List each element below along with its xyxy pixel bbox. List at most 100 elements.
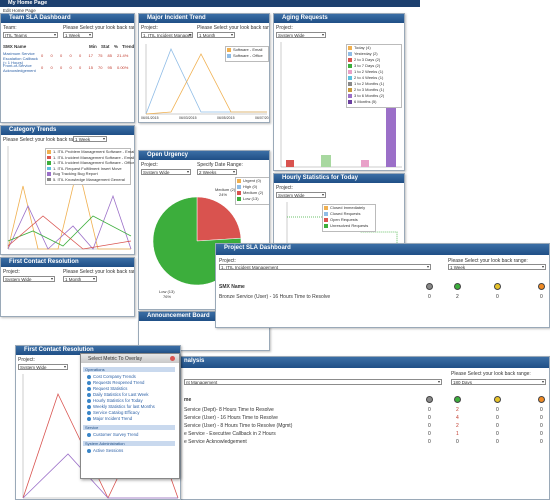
label: 70 [98, 65, 103, 70]
label: 0 [540, 439, 543, 445]
menu-item[interactable]: Weekly Statistics for last Months [93, 404, 155, 409]
label: 0 [428, 407, 431, 413]
label: 1 [456, 431, 459, 437]
legend-label: Software - Office [233, 53, 263, 58]
label: 0 [496, 439, 499, 445]
legend-label: 1. ITIL Request Fulfillment Insert Move [53, 165, 122, 171]
panel: Aging Requests Project: System Wide Today (… [273, 13, 405, 171]
select-box[interactable]: 1 Week [63, 32, 93, 38]
label: 0 [540, 431, 543, 437]
chart-graphic [145, 44, 267, 115]
label: 4 [456, 415, 459, 421]
trend-line [7, 194, 132, 250]
select-box[interactable]: 1 Month [197, 32, 235, 38]
legend-label: 2 to 4 Weeks (1) [354, 75, 384, 80]
select-box[interactable]: 1. ITIL Incident Managem [141, 32, 193, 38]
label: Service (Dept)- 8 Hours Time to Resolve [184, 407, 274, 413]
legend-swatch [47, 155, 51, 159]
select-box[interactable]: ITIL Teams [3, 32, 58, 38]
label: 0 [540, 415, 543, 421]
select-box[interactable]: 1 Month [63, 276, 97, 282]
select-box[interactable]: 180 Days [451, 379, 546, 385]
label: Service (User) - 8 Hours Time to Resolve… [184, 423, 293, 429]
item-icon [87, 410, 91, 415]
bar [286, 160, 294, 167]
label: Project: [18, 357, 35, 363]
select-box[interactable]: nt Management [184, 379, 442, 385]
label: 06/01/2015 [141, 116, 159, 120]
menu-item[interactable]: Requests Reopened Trend [93, 380, 145, 385]
select-box[interactable]: 1. ITIL Incident Management [219, 264, 431, 270]
legend-label: Software - Email [233, 47, 263, 52]
label: 0 [41, 65, 44, 70]
label: 0 [428, 294, 431, 300]
legend [225, 46, 269, 62]
label: My Home Page [8, 0, 48, 6]
select-box[interactable]: 2 Weeks [197, 169, 237, 175]
legend [45, 148, 131, 185]
label: 24% [219, 192, 228, 197]
label: me [184, 397, 192, 403]
title-bar: Aging Requests [274, 14, 404, 23]
title-bar: Hourly Statistics for Today [274, 174, 404, 183]
legend-swatch [348, 46, 352, 50]
status-icon [453, 283, 461, 290]
label: 0 [496, 407, 499, 413]
section-header [83, 425, 175, 430]
menu-item[interactable]: Active Sessions [93, 448, 124, 453]
label: Specify Date Range: [197, 162, 243, 168]
menu-item[interactable]: Request Statistics [93, 386, 128, 391]
label: 0 [496, 431, 499, 437]
select-box[interactable]: System Wide [18, 364, 68, 370]
legend-swatch [324, 218, 328, 222]
menu-item[interactable]: Customer Survey Trend [93, 432, 139, 437]
panel: First Contact Resolution Project: Please S… [0, 257, 135, 317]
trend-line [7, 215, 132, 250]
legend-swatch [348, 58, 352, 62]
legend-swatch [47, 177, 51, 181]
panel-title: Project SLA Dashboard [224, 245, 291, 251]
panel: Category Trends Please Select your look b… [0, 125, 135, 255]
title-bar: Team SLA Dashboard [1, 14, 134, 23]
select-box[interactable]: 1 Week [448, 264, 546, 270]
panel-title: nalysis [184, 358, 205, 364]
legend-label: Medium (2) [243, 190, 264, 195]
status-icon [537, 283, 545, 290]
label: Please Select your look back range: [63, 25, 135, 31]
menu-item[interactable]: Cost Company Trends [93, 374, 136, 379]
legend-label: Today (4) [354, 45, 371, 50]
select-box[interactable]: System Wide [276, 32, 326, 38]
legend-swatch [348, 100, 352, 104]
legend-label: Bug Tracking Bug Report [53, 171, 98, 176]
label: Project: [276, 25, 293, 31]
label: Low (13) [159, 289, 175, 294]
status-icon [493, 396, 501, 403]
select-box[interactable]: System Wide [276, 192, 326, 198]
legend-swatch [348, 82, 352, 86]
menu-item[interactable]: Daily Statistics for Last Week [93, 392, 149, 397]
label: 06/03/2015 [179, 116, 197, 120]
section-header [83, 367, 175, 372]
label: Team: [3, 25, 17, 31]
menu-item[interactable]: Major Incident Trend [93, 416, 133, 421]
legend-swatch [237, 185, 241, 189]
label: Please Select your look back range: [197, 25, 270, 31]
label: 0 [79, 53, 82, 58]
item-icon [87, 380, 91, 385]
label: 0.00% [117, 65, 129, 70]
panel-title: Category Trends [9, 127, 57, 133]
panel-title: Open Urgency [147, 152, 189, 158]
select-box[interactable]: 1 Week [73, 136, 107, 142]
select-box[interactable]: System Wide [141, 169, 191, 175]
label: 21.4% [117, 53, 129, 58]
panel-title: Team SLA Dashboard [9, 15, 71, 21]
legend-swatch [237, 179, 241, 183]
panel: Team SLA Dashboard Team: Please Select you… [0, 13, 135, 123]
title-bar: First Contact Resolution [16, 346, 180, 355]
item-icon [87, 398, 91, 403]
select-box[interactable]: System Wide [3, 276, 55, 282]
menu-item[interactable]: Service Catalog Efficacy [93, 410, 140, 415]
close-button[interactable] [170, 356, 175, 361]
menu-item[interactable]: Hourly Statistics for Today [93, 398, 143, 403]
label: 06/07/2015 [255, 116, 269, 120]
